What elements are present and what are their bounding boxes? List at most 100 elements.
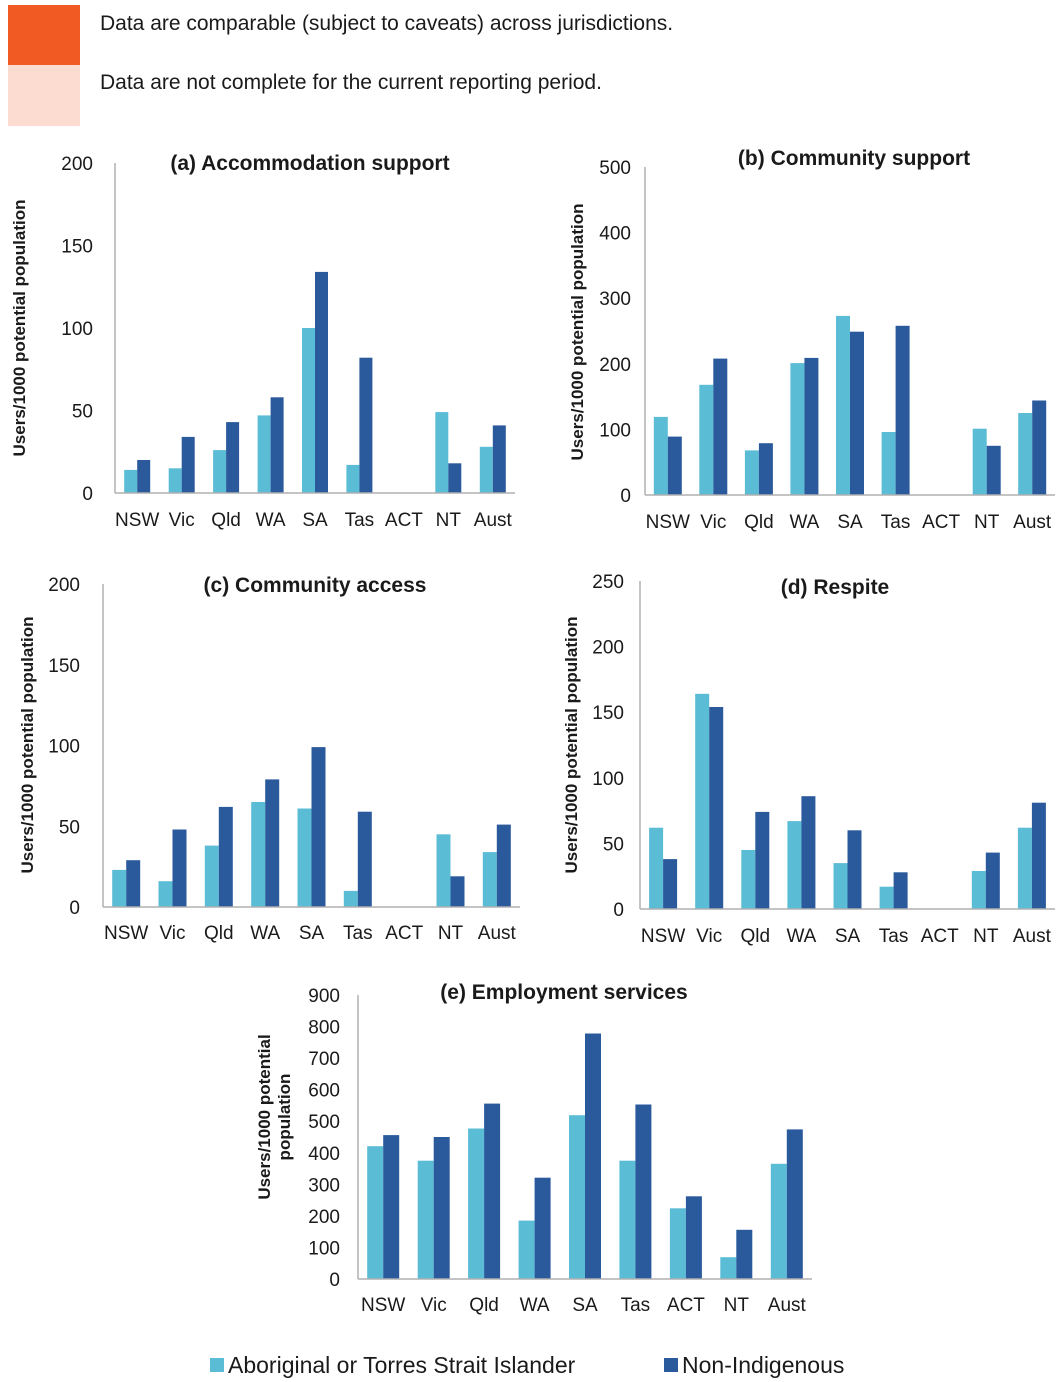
bar-sa-non-indigenous [311, 747, 326, 907]
bar-vic-aboriginal [699, 384, 714, 495]
bar-wa-aboriginal [787, 821, 802, 909]
bar-act-aboriginal [669, 1208, 686, 1279]
bar-vic-aboriginal [417, 1160, 434, 1279]
bar-aust-non-indigenous [1032, 400, 1047, 495]
x-tick-label: ACT [667, 1295, 705, 1316]
chart-title: (b) Community support [738, 147, 970, 170]
y-axis-label: Users/1000 potential population [10, 200, 29, 457]
y-tick-label: 250 [592, 572, 624, 593]
bar-tas-non-indigenous [895, 325, 910, 495]
x-tick-label: Vic [169, 510, 195, 531]
bar-aust-non-indigenous [492, 425, 506, 493]
bar-wa-non-indigenous [265, 779, 280, 907]
bar-tas-aboriginal [346, 464, 360, 493]
bar-qld-aboriginal [213, 450, 227, 493]
y-tick-label: 150 [592, 703, 624, 724]
y-tick-label: 400 [599, 224, 631, 245]
x-tick-label: NSW [641, 926, 685, 947]
bar-sa-aboriginal [833, 863, 848, 909]
y-axis-label: Users/1000 potential population [562, 617, 581, 874]
bar-qld-aboriginal [468, 1128, 485, 1279]
x-tick-label: NT [974, 512, 1000, 533]
bar-vic-non-indigenous [433, 1137, 450, 1279]
bar-qld-non-indigenous [758, 443, 773, 495]
chart-panel-3: (c) Community access Users/1000 potential… [18, 574, 520, 944]
legend-label-non-indigenous: Non-Indigenous [682, 1352, 845, 1378]
x-tick-label: WA [789, 512, 819, 533]
x-tick-label: NT [973, 926, 999, 947]
bar-qld-non-indigenous [226, 422, 240, 493]
bar-nt-non-indigenous [736, 1229, 753, 1279]
chart-panel-1: (a) Accommodation support Users/1000 pote… [10, 152, 515, 531]
x-tick-label: Qld [469, 1295, 499, 1316]
bar-nt-non-indigenous [450, 876, 465, 907]
y-axis-label: Users/1000 potential population [18, 617, 37, 874]
bar-sa-aboriginal [569, 1115, 585, 1279]
bar-vic-aboriginal [158, 881, 173, 907]
bar-nsw-non-indigenous [383, 1135, 400, 1279]
x-tick-label: NSW [104, 923, 148, 944]
key-swatch-comparable [8, 5, 80, 65]
bar-tas-aboriginal [619, 1160, 636, 1279]
y-tick-label: 100 [308, 1238, 340, 1259]
y-axis-label: Users/1000 potentialpopulation [255, 1034, 294, 1199]
bar-sa-non-indigenous [585, 1033, 601, 1279]
bar-tas-aboriginal [879, 886, 894, 909]
y-tick-label: 200 [592, 638, 624, 659]
bar-tas-non-indigenous [635, 1104, 652, 1279]
y-tick-label: 0 [329, 1270, 340, 1291]
bar-aust-non-indigenous [496, 824, 511, 907]
chart-title: (c) Community access [204, 574, 427, 597]
x-tick-label: Qld [204, 923, 234, 944]
bar-nsw-non-indigenous [126, 860, 141, 907]
bar-qld-aboriginal [744, 450, 759, 495]
bar-nt-non-indigenous [986, 445, 1001, 495]
x-tick-label: NSW [361, 1295, 405, 1316]
y-tick-label: 0 [69, 898, 80, 919]
bar-aust-aboriginal [482, 852, 497, 907]
bar-nt-aboriginal [972, 428, 987, 495]
y-tick-label: 50 [59, 817, 80, 838]
y-tick-label: 300 [308, 1175, 340, 1196]
bar-nsw-aboriginal [649, 827, 664, 909]
legend-label-aboriginal: Aboriginal or Torres Strait Islander [228, 1352, 576, 1378]
y-tick-label: 200 [48, 575, 80, 596]
bar-vic-non-indigenous [172, 829, 187, 907]
x-tick-label: ACT [921, 926, 959, 947]
legend-swatch-non-indigenous [664, 1358, 678, 1372]
bar-wa-aboriginal [518, 1220, 535, 1279]
legend-item-non-indigenous: Non-Indigenous [664, 1352, 844, 1379]
x-tick-label: WA [250, 923, 280, 944]
x-tick-label: Vic [159, 923, 185, 944]
bar-sa-non-indigenous [315, 271, 328, 493]
x-tick-label: Aust [478, 923, 517, 944]
x-tick-label: ACT [385, 510, 423, 531]
bar-vic-non-indigenous [181, 436, 195, 493]
bar-wa-non-indigenous [270, 397, 284, 493]
x-tick-label: Qld [741, 926, 771, 947]
bar-sa-aboriginal [297, 808, 312, 907]
y-tick-label: 100 [599, 420, 631, 441]
bar-act-non-indigenous [685, 1196, 702, 1279]
bar-nt-aboriginal [435, 412, 449, 493]
bar-tas-non-indigenous [359, 357, 373, 493]
x-tick-label: Aust [474, 510, 513, 531]
bar-qld-non-indigenous [484, 1103, 501, 1279]
bar-tas-aboriginal [881, 432, 896, 495]
bar-tas-aboriginal [343, 890, 358, 907]
x-tick-label: SA [835, 926, 861, 947]
y-tick-label: 700 [308, 1049, 340, 1070]
bar-sa-aboriginal [836, 315, 850, 495]
y-tick-label: 800 [308, 1018, 340, 1039]
y-tick-label: 500 [308, 1112, 340, 1133]
bar-sa-non-indigenous [850, 331, 864, 495]
bar-nt-non-indigenous [448, 463, 462, 493]
bar-aust-aboriginal [479, 446, 493, 493]
legend-item-aboriginal: Aboriginal or Torres Strait Islander [210, 1352, 575, 1379]
y-tick-label: 200 [61, 154, 93, 175]
bar-wa-aboriginal [790, 363, 805, 495]
chart-title: (d) Respite [781, 576, 890, 599]
bar-nsw-non-indigenous [663, 859, 678, 909]
y-tick-label: 100 [48, 737, 80, 758]
bar-aust-non-indigenous [786, 1129, 803, 1279]
